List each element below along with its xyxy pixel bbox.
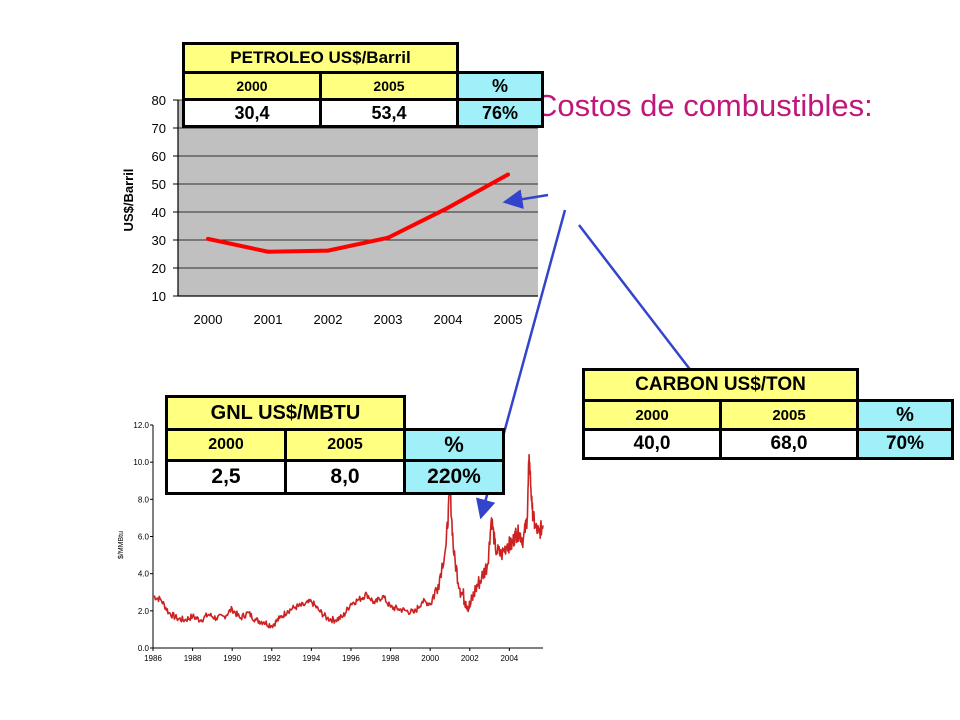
- carbon-title: CARBON US$/TON: [582, 368, 859, 402]
- gas-y-axis-label: $/MMBtu: [118, 531, 125, 559]
- gas-y-tick-label: 10.0: [133, 458, 149, 467]
- arrow-to-oil-chart: [502, 189, 549, 210]
- petroleo-table: PETROLEO US$/Barril 2000 2005 % 30,4 53,…: [182, 42, 544, 128]
- gas-x-tick-label: 1986: [144, 654, 162, 663]
- gnl-value-2005: 8,0: [284, 459, 406, 495]
- petroleo-title: PETROLEO US$/Barril: [182, 42, 459, 74]
- oil-data-point: [446, 205, 450, 210]
- carbon-value-2000: 40,0: [582, 428, 722, 460]
- gas-x-tick-label: 2002: [461, 654, 479, 663]
- gas-price-series-line: [152, 453, 544, 629]
- gas-y-tick-label: 2.0: [138, 607, 150, 616]
- gnl-value-2000: 2,5: [165, 459, 287, 495]
- gas-x-tick-label: 1992: [263, 654, 281, 663]
- oil-data-point: [506, 172, 510, 177]
- oil-y-tick-label: 70: [152, 121, 166, 136]
- oil-y-tick-label: 50: [152, 177, 166, 192]
- carbon-pct-header: %: [856, 399, 954, 431]
- carbon-pct-value: 70%: [856, 428, 954, 460]
- gas-price-chart: 0.0 2.0 4.0 6.0 8.0 10.0 12.0 1986 1988 1990 1992…: [118, 421, 544, 663]
- petroleo-col-2000: 2000: [182, 71, 322, 101]
- gas-x-tick-label: 1998: [382, 654, 400, 663]
- oil-data-point: [386, 235, 390, 240]
- petroleo-value-2000: 30,4: [182, 98, 322, 128]
- gas-x-tick-label: 1996: [342, 654, 360, 663]
- gas-y-tick-label: 0.0: [138, 644, 150, 653]
- oil-x-tick-label: 2003: [374, 312, 403, 327]
- gnl-title: GNL US$/MBTU: [165, 395, 406, 431]
- gas-y-tick-label: 8.0: [138, 495, 150, 504]
- gas-x-tick-label: 1994: [302, 654, 320, 663]
- gas-x-tick-label: 2000: [421, 654, 439, 663]
- oil-x-tick-label: 2004: [434, 312, 463, 327]
- gnl-pct-value: 220%: [403, 459, 505, 495]
- oil-y-tick-label: 60: [152, 149, 166, 164]
- petroleo-col-2005: 2005: [319, 71, 459, 101]
- oil-price-chart: 10 20 30 40 50 60 70 80 2000 2001 2002 2003 2004 200…: [121, 93, 538, 327]
- oil-plot-area: [178, 100, 538, 296]
- carbon-table: CARBON US$/TON 2000 2005 % 40,0 68,0 70%: [582, 368, 954, 460]
- carbon-col-2000: 2000: [582, 399, 722, 431]
- gas-x-tick-label: 1990: [223, 654, 241, 663]
- oil-y-tick-label: 20: [152, 261, 166, 276]
- gnl-col-2005: 2005: [284, 428, 406, 462]
- gas-x-tick-label: 1988: [184, 654, 202, 663]
- gnl-table: GNL US$/MBTU 2000 2005 % 2,5 8,0 220%: [165, 395, 505, 495]
- petroleo-pct-value: 76%: [456, 98, 544, 128]
- carbon-col-2005: 2005: [719, 399, 859, 431]
- gas-y-tick-label: 12.0: [133, 421, 149, 430]
- oil-data-point: [326, 248, 330, 253]
- oil-x-tick-label: 2002: [314, 312, 343, 327]
- oil-y-axis-label: US$/Barril: [121, 169, 136, 232]
- oil-y-tick-label: 80: [152, 93, 166, 108]
- oil-data-point: [206, 236, 210, 241]
- petroleo-pct-header: %: [456, 71, 544, 101]
- gnl-col-2000: 2000: [165, 428, 287, 462]
- petroleo-value-2005: 53,4: [319, 98, 459, 128]
- oil-y-tick-label: 40: [152, 205, 166, 220]
- oil-x-tick-label: 2005: [494, 312, 523, 327]
- gnl-pct-header: %: [403, 428, 505, 462]
- oil-data-point: [266, 249, 270, 254]
- oil-y-tick-label: 30: [152, 233, 166, 248]
- oil-y-tick-label: 10: [152, 289, 166, 304]
- carbon-value-2005: 68,0: [719, 428, 859, 460]
- gas-x-tick-label: 2004: [500, 654, 518, 663]
- oil-x-tick-label: 2001: [254, 312, 283, 327]
- gas-y-tick-label: 6.0: [138, 533, 150, 542]
- oil-x-tick-label: 2000: [194, 312, 223, 327]
- gas-y-tick-label: 4.0: [138, 570, 150, 579]
- slide-heading: Costos de combustibles:: [535, 88, 873, 123]
- oil-price-series-line: [207, 172, 509, 254]
